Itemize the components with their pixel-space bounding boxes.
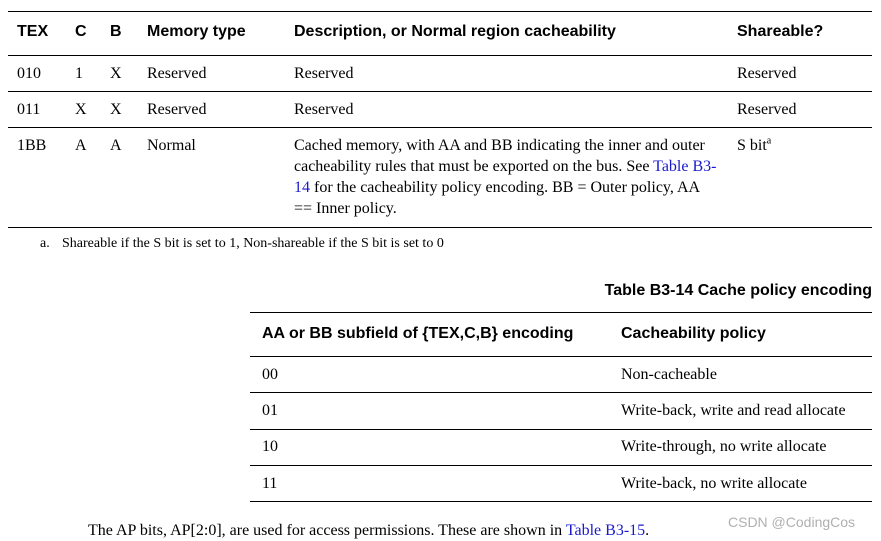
th-b: B — [110, 23, 122, 40]
table2-header-rule — [250, 356, 872, 357]
th-memory-type: Memory type — [147, 23, 246, 40]
table1-top-rule — [8, 11, 872, 12]
row-rule — [250, 392, 872, 393]
footnote-text: Shareable if the S bit is set to 1, Non-… — [62, 236, 444, 251]
table1-header-rule — [8, 55, 872, 56]
row-rule — [8, 127, 872, 128]
th-subfield: AA or BB subfield of {TEX,C,B} encoding — [262, 325, 574, 342]
cell-encoding: 11 — [262, 475, 278, 492]
cell-tex: 011 — [17, 101, 41, 118]
cell-memory-type: Reserved — [147, 101, 207, 118]
footnote-label: a. — [40, 236, 50, 251]
footer-text: The AP bits, AP[2:0], are used for acces… — [88, 522, 566, 539]
cell-c: A — [75, 137, 87, 154]
table1-bottom-rule — [8, 227, 872, 228]
cell-c: 1 — [75, 65, 83, 82]
table-b3-15-link[interactable]: Table B3-15 — [565, 522, 646, 539]
cell-policy: Non-cacheable — [621, 366, 717, 383]
cell-memory-type: Normal — [147, 137, 196, 154]
cell-shareable: Reserved — [737, 101, 797, 118]
cell-encoding: 01 — [262, 402, 278, 419]
cell-encoding: 00 — [262, 366, 278, 383]
cell-encoding: 10 — [262, 438, 278, 455]
footer-paragraph: The AP bits, AP[2:0], are used for acces… — [88, 520, 649, 541]
cell-policy: Write-back, no write allocate — [621, 475, 807, 492]
cell-b: X — [110, 65, 122, 82]
description-text: Cached memory, with AA and BB indicating… — [294, 137, 705, 175]
cell-tex: 010 — [17, 65, 41, 82]
table2-top-rule — [250, 312, 872, 313]
row-rule — [250, 429, 872, 430]
cell-b: A — [110, 137, 122, 154]
cell-memory-type: Reserved — [147, 65, 207, 82]
cell-shareable: S bita — [737, 135, 771, 156]
cell-description: Reserved — [294, 101, 354, 118]
cell-tex: 1BB — [17, 137, 47, 154]
table2-title: Table B3-14 Cache policy encoding — [604, 282, 872, 299]
footer-text: . — [645, 522, 650, 539]
row-rule — [250, 465, 872, 466]
cell-shareable: Reserved — [737, 65, 797, 82]
row-rule — [8, 91, 872, 92]
table2-bottom-rule — [250, 501, 872, 502]
th-tex: TEX — [17, 23, 49, 40]
description-text: for the cacheability policy encoding. BB… — [294, 179, 700, 217]
cell-policy: Write-through, no write allocate — [621, 438, 827, 455]
cell-description: Reserved — [294, 65, 354, 82]
th-shareable: Shareable? — [737, 23, 824, 40]
th-description: Description, or Normal region cacheabili… — [294, 23, 616, 40]
cell-description: Cached memory, with AA and BB indicating… — [294, 135, 719, 219]
th-c: C — [75, 23, 87, 40]
th-cacheability-policy: Cacheability policy — [621, 325, 766, 342]
csdn-watermark: CSDN @CodingCos — [728, 514, 856, 530]
footnote-marker[interactable]: a — [766, 135, 772, 147]
cell-policy: Write-back, write and read allocate — [621, 402, 846, 419]
shareable-text: S bit — [737, 137, 767, 154]
cell-b: X — [110, 101, 122, 118]
table-b3-14-link[interactable]: Table B3-14 — [294, 158, 717, 196]
cell-c: X — [75, 101, 87, 118]
